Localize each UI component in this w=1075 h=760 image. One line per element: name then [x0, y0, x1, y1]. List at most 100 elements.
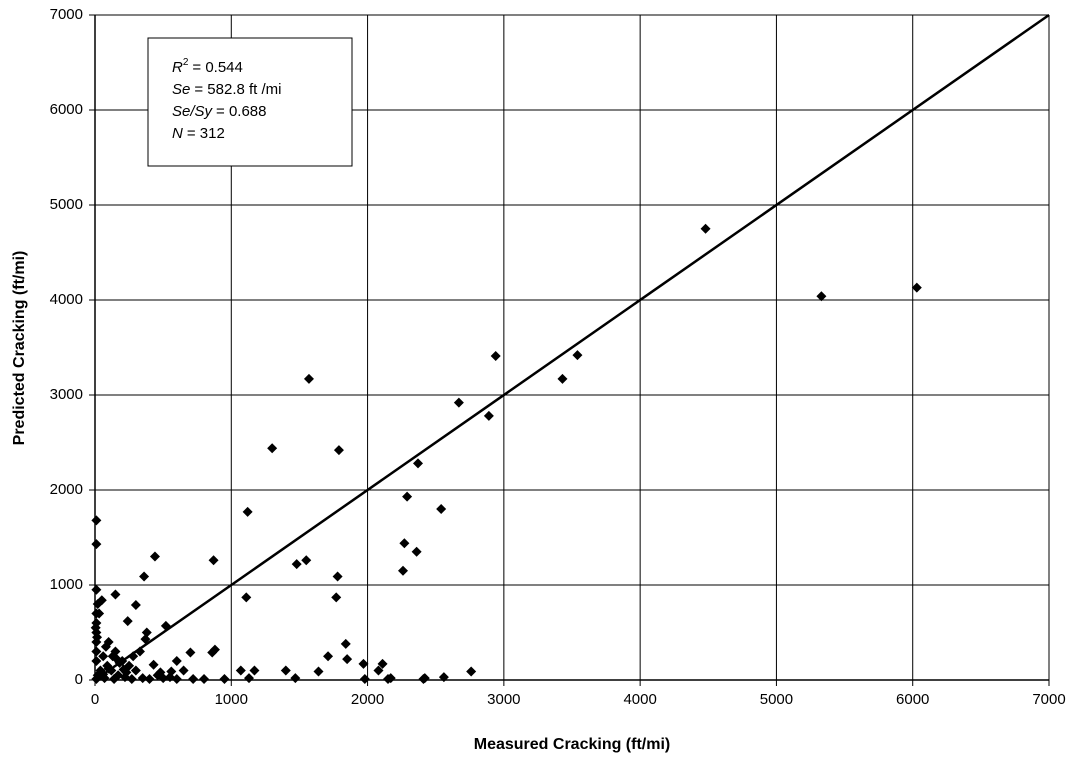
data-point — [91, 539, 102, 550]
y-tick-label: 5000 — [50, 196, 83, 213]
data-point — [412, 458, 423, 469]
data-point — [249, 665, 260, 676]
x-tick-label: 7000 — [1032, 691, 1065, 708]
y-axis-title: Predicted Cracking (ft/mi) — [11, 251, 28, 446]
data-point — [126, 674, 137, 685]
data-point — [207, 647, 218, 658]
data-point — [110, 589, 121, 600]
y-tick-label: 0 — [75, 671, 83, 688]
annotation-symbol: Se/Sy — [172, 103, 214, 120]
data-point — [219, 674, 230, 685]
y-tick-label: 2000 — [50, 481, 83, 498]
annotation-symbol: R — [172, 59, 183, 76]
data-point — [137, 673, 148, 684]
data-point — [99, 673, 110, 684]
annotation-text: = 0.544 — [192, 59, 242, 76]
data-point — [358, 658, 369, 669]
x-tick-label: 1000 — [215, 691, 248, 708]
data-point — [419, 673, 430, 684]
data-point — [91, 515, 102, 526]
data-point — [199, 674, 210, 685]
annotation-symbol: N — [172, 125, 183, 142]
y-tick-label: 3000 — [50, 386, 83, 403]
data-point — [122, 616, 133, 627]
data-point — [130, 599, 141, 610]
data-point — [185, 647, 196, 658]
data-point — [359, 674, 370, 685]
data-point — [149, 551, 160, 562]
data-point — [483, 410, 494, 421]
data-point — [303, 373, 314, 384]
data-point — [235, 665, 246, 676]
data-point — [436, 504, 447, 514]
annotation-line: Se/Sy = 0.688 — [172, 103, 267, 120]
data-point — [572, 350, 583, 361]
data-point — [130, 665, 141, 676]
data-point — [453, 397, 464, 408]
data-point — [290, 673, 301, 684]
data-point — [280, 665, 291, 676]
data-point — [340, 638, 351, 649]
data-point — [208, 555, 219, 566]
x-tick-label: 0 — [91, 691, 99, 708]
data-point — [816, 291, 827, 302]
data-point — [301, 555, 312, 566]
x-tick-label: 4000 — [623, 691, 656, 708]
data-point — [331, 592, 342, 603]
data-point — [164, 672, 175, 683]
data-point — [119, 672, 130, 683]
annotation-symbol: Se — [172, 81, 190, 98]
data-point — [144, 674, 155, 685]
data-point — [385, 673, 396, 684]
x-tick-label: 5000 — [760, 691, 793, 708]
data-point — [91, 656, 102, 666]
data-point — [178, 665, 189, 676]
data-point — [109, 674, 120, 685]
data-point — [700, 223, 711, 234]
annotation-line: R2 = 0.544 — [172, 57, 243, 76]
data-point — [91, 584, 102, 595]
x-axis-title: Measured Cracking (ft/mi) — [474, 736, 670, 753]
data-point — [118, 664, 129, 675]
data-point — [100, 641, 111, 652]
data-point — [155, 667, 166, 678]
data-point — [92, 632, 103, 643]
data-point — [411, 546, 422, 557]
data-point — [323, 651, 334, 662]
data-point — [241, 592, 252, 603]
data-point — [94, 608, 105, 619]
data-point — [911, 282, 922, 293]
data-point — [139, 571, 150, 582]
data-point — [98, 651, 109, 662]
data-point — [377, 658, 388, 669]
data-point — [141, 627, 152, 638]
y-tick-label: 7000 — [50, 6, 83, 23]
annotation-line: Se = 582.8 ft /mi — [172, 81, 282, 98]
data-point — [171, 656, 182, 666]
data-point — [398, 565, 409, 576]
data-point — [313, 666, 324, 677]
data-point — [128, 651, 139, 662]
data-point — [188, 674, 199, 685]
data-point — [91, 674, 102, 685]
annotation-line: N = 312 — [172, 125, 225, 142]
y-tick-label: 4000 — [50, 291, 83, 308]
data-point — [466, 666, 477, 677]
data-point — [242, 506, 253, 517]
data-point — [160, 620, 171, 631]
data-point — [134, 646, 145, 657]
y-tick-label: 1000 — [50, 576, 83, 593]
y-tick-label: 6000 — [50, 101, 83, 118]
x-tick-label: 2000 — [351, 691, 384, 708]
data-point — [557, 373, 568, 384]
data-point — [103, 663, 114, 674]
data-point — [90, 622, 101, 633]
data-point — [91, 646, 102, 657]
data-point — [96, 595, 107, 606]
data-point — [332, 571, 343, 582]
reference-line — [94, 13, 1050, 682]
data-point — [267, 443, 278, 454]
data-point — [111, 654, 122, 665]
data-point — [342, 654, 353, 665]
data-point — [291, 559, 302, 570]
